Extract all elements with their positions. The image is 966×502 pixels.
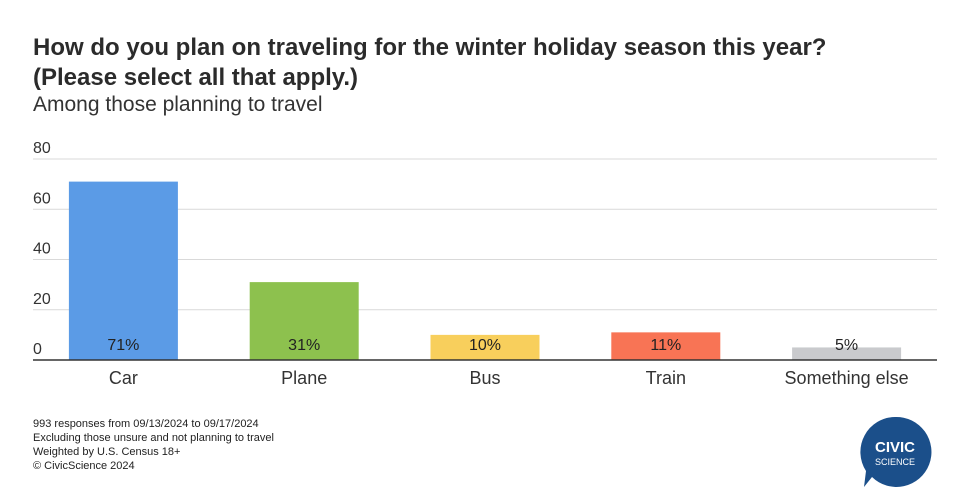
data-label-2: 10%	[469, 337, 501, 354]
footnote-copyright: © CivicScience 2024	[33, 460, 135, 472]
data-label-1: 31%	[288, 337, 320, 354]
x-tick-label-0: Car	[109, 368, 138, 388]
footnotes: 993 responses from 09/13/2024 to 09/17/2…	[33, 417, 274, 473]
y-tick-label-0: 0	[33, 341, 42, 358]
bar-0	[68, 181, 178, 360]
bar-4	[792, 347, 902, 360]
logo-text-civic: CIVIC	[875, 439, 915, 456]
logo-text-science: SCIENCE	[875, 457, 915, 467]
bar-3	[611, 332, 721, 360]
data-label-4: 5%	[835, 337, 858, 354]
chart-subtitle: Among those planning to travel	[33, 93, 323, 116]
logo-badge	[860, 416, 932, 487]
data-label-3: 11%	[650, 337, 681, 354]
footnote-exclusion: Excluding those unsure and not planning …	[33, 432, 274, 444]
bar-2	[430, 334, 540, 360]
data-label-0: 71%	[107, 337, 139, 354]
y-tick-label-40: 40	[33, 241, 51, 258]
y-tick-label-60: 60	[33, 190, 51, 207]
chart-title: How do you plan on traveling for the win…	[33, 33, 933, 93]
footnote-responses: 993 responses from 09/13/2024 to 09/17/2…	[33, 418, 259, 430]
chart-title-line-2: (Please select all that apply.)	[33, 64, 359, 91]
civicscience-logo: CIVIC SCIENCE	[860, 416, 932, 487]
y-tick-label-20: 20	[33, 291, 51, 308]
footnote-weighting: Weighted by U.S. Census 18+	[33, 446, 181, 458]
y-tick-label-80: 80	[33, 140, 51, 157]
chart-title-line-1: How do you plan on traveling for the win…	[33, 34, 827, 61]
x-tick-label-4: Something else	[785, 368, 909, 388]
x-tick-label-1: Plane	[281, 368, 327, 388]
x-tick-label-3: Train	[646, 368, 686, 388]
x-tick-label-2: Bus	[469, 368, 500, 388]
bar-1	[249, 282, 359, 360]
